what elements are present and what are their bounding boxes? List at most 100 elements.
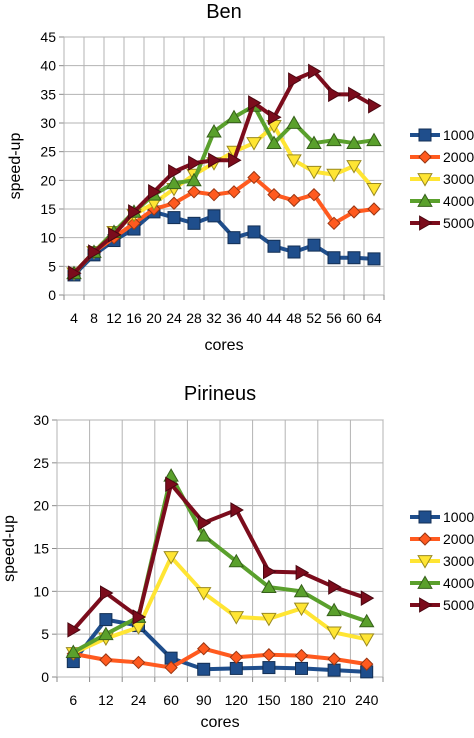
data-point <box>326 626 342 641</box>
data-point <box>187 185 201 199</box>
data-point <box>208 152 222 169</box>
series-line <box>72 646 368 670</box>
legend-marker <box>417 575 433 589</box>
y-tick-label: 0 <box>41 669 49 685</box>
legend-marker <box>417 193 433 207</box>
legend-label: 5000 <box>443 215 474 231</box>
data-point <box>308 63 322 80</box>
data-point <box>288 72 302 88</box>
data-point <box>367 252 381 266</box>
data-point <box>287 193 301 208</box>
series-line <box>72 555 368 655</box>
x-tick-label: 12 <box>98 692 114 708</box>
x-tick-label: 120 <box>225 692 249 708</box>
data-point <box>368 98 382 114</box>
data-point <box>100 585 114 601</box>
data-point <box>268 109 282 126</box>
data-point <box>108 227 122 243</box>
legend-item: 3000 <box>410 553 474 569</box>
data-point <box>306 165 322 180</box>
data-point <box>359 657 374 671</box>
y-tick-label: 15 <box>33 541 49 557</box>
data-point <box>295 564 310 581</box>
data-point <box>246 137 262 151</box>
x-tick-label: 28 <box>186 310 202 326</box>
y-tick-label: 0 <box>48 287 56 303</box>
legend-label: 2000 <box>443 149 474 165</box>
data-point <box>327 251 341 265</box>
data-point <box>266 135 282 149</box>
x-tick-label: 12 <box>106 310 122 326</box>
legend-item: 4000 <box>410 575 474 591</box>
data-point <box>358 633 375 647</box>
data-point <box>247 225 261 239</box>
data-point <box>188 155 202 171</box>
series-4000 <box>65 468 375 659</box>
data-point <box>65 644 82 659</box>
legend-label: 3000 <box>443 171 474 187</box>
data-point <box>131 655 146 670</box>
data-point <box>229 661 243 675</box>
legend-marker <box>418 128 432 142</box>
data-point <box>195 528 212 542</box>
y-tick-label: 30 <box>33 412 49 428</box>
data-point <box>306 135 322 149</box>
data-point <box>307 187 321 202</box>
series-line <box>71 617 367 674</box>
data-point <box>286 154 302 168</box>
y-tick-label: 40 <box>40 58 56 74</box>
data-point <box>267 239 281 253</box>
x-tick-label: 240 <box>355 692 379 708</box>
y-tick-label: 20 <box>40 172 56 188</box>
legend-label: 3000 <box>443 553 474 569</box>
y-tick-label: 30 <box>40 115 56 131</box>
legend-item: 5000 <box>410 597 474 613</box>
x-tick-label: 150 <box>257 692 281 708</box>
x-tick-label: 8 <box>90 310 98 326</box>
x-tick-label: 20 <box>146 310 162 326</box>
x-tick-label: 4 <box>70 310 78 326</box>
data-point <box>295 661 308 675</box>
data-point <box>167 196 181 210</box>
y-tick-label: 5 <box>48 258 56 274</box>
data-point <box>207 209 221 223</box>
data-point <box>227 231 241 245</box>
data-point <box>187 216 201 230</box>
legend-marker <box>418 510 432 524</box>
data-point <box>166 175 182 190</box>
data-point <box>164 660 178 675</box>
data-point <box>293 602 310 617</box>
x-tick-label: 56 <box>326 310 342 326</box>
data-point <box>346 160 362 174</box>
x-tick-label: 64 <box>366 310 382 326</box>
legend: 1000 2000 3000 4000 5000 <box>410 509 474 613</box>
data-point <box>98 626 114 641</box>
data-point <box>286 115 302 129</box>
data-point <box>294 648 309 663</box>
data-point <box>293 583 310 598</box>
data-point <box>366 132 382 147</box>
data-point <box>261 579 277 593</box>
data-point <box>247 170 261 185</box>
data-point <box>348 86 362 103</box>
series-line <box>72 209 375 277</box>
x-tick-label: 24 <box>131 692 147 708</box>
data-point <box>262 661 276 675</box>
y-tick-label: 25 <box>40 144 56 160</box>
legend-marker <box>418 532 432 546</box>
legend: 1000 2000 3000 4000 5000 <box>410 127 474 231</box>
data-point <box>99 653 113 667</box>
x-tick-label: 180 <box>290 692 314 708</box>
data-point <box>328 579 342 595</box>
x-tick-label: 210 <box>322 692 346 708</box>
data-point <box>267 187 281 202</box>
data-point <box>88 244 102 260</box>
data-point <box>127 216 141 231</box>
data-point <box>230 502 244 518</box>
data-point <box>226 109 242 124</box>
y-axis-label: speed-up <box>7 133 24 200</box>
series-line <box>71 482 368 632</box>
x-axis-label: cores <box>204 337 243 354</box>
data-point <box>227 185 241 199</box>
